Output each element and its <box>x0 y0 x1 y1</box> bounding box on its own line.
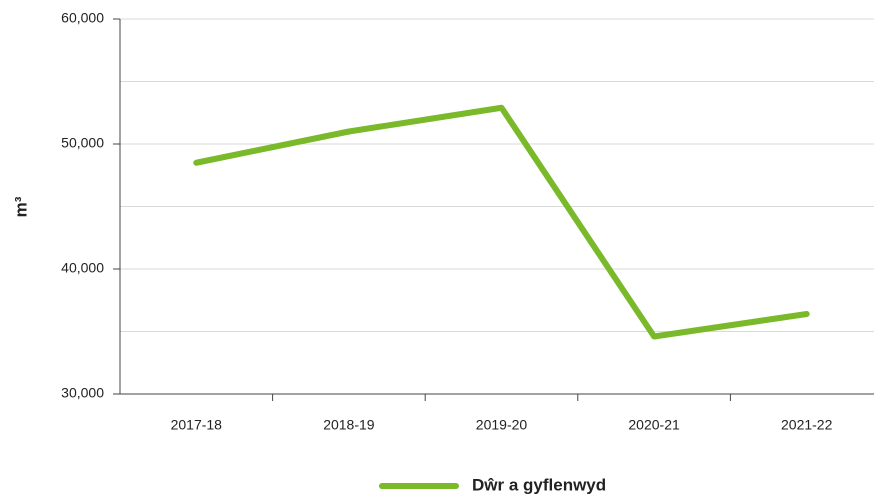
y-tick-label: 40,000 <box>61 260 104 276</box>
line <box>193 104 810 340</box>
y-tick-label: 60,000 <box>61 10 104 26</box>
x-tick-label: 2020-21 <box>628 417 680 433</box>
y-axis-label: m³ <box>11 196 30 217</box>
y-tick-label: 50,000 <box>61 135 104 151</box>
legend-label: Dŵr a gyflenwyd <box>472 475 606 494</box>
x-tick-label: 2021-22 <box>781 417 833 433</box>
x-tick-label: 2019-20 <box>476 417 528 433</box>
x-tick-label: 2018-19 <box>323 417 375 433</box>
x-tick-label: 2017-18 <box>171 417 223 433</box>
y-tick-label: 30,000 <box>61 385 104 401</box>
